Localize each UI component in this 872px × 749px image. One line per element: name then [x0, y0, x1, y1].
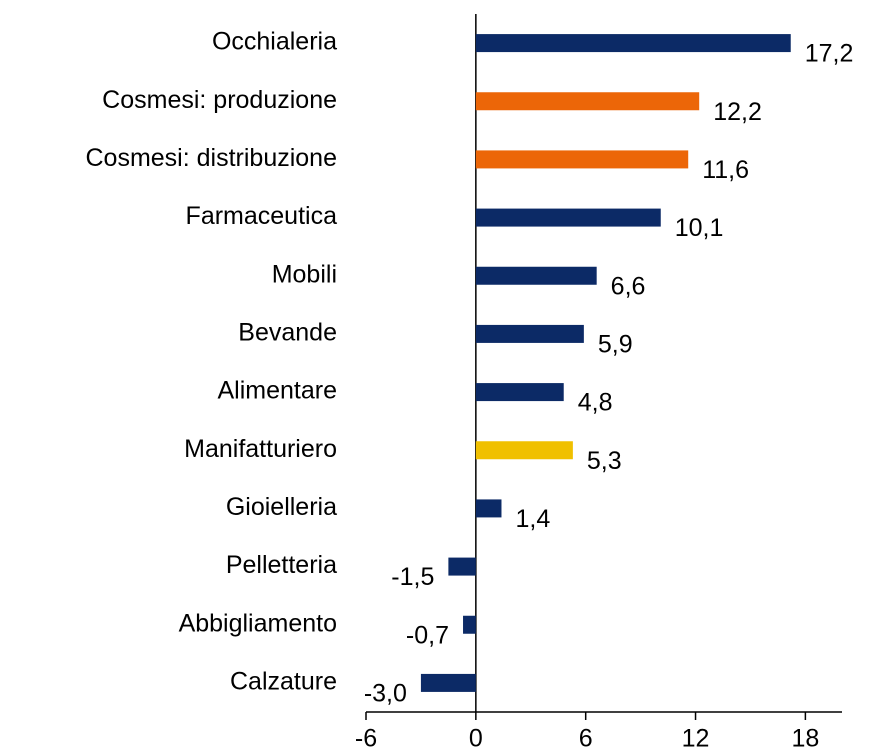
- value-label: 4,8: [578, 389, 613, 417]
- bar: [475, 499, 502, 518]
- bar: [475, 92, 700, 111]
- value-label: -1,5: [391, 563, 434, 591]
- bar: [475, 150, 689, 169]
- x-tick-label: 12: [682, 725, 710, 749]
- x-tick-label: 0: [469, 725, 483, 749]
- value-label: 17,2: [805, 40, 854, 68]
- category-label: Cosmesi: distribuzione: [86, 144, 338, 172]
- x-tick-label: -6: [355, 725, 377, 749]
- bar: [475, 383, 564, 402]
- value-label: 1,4: [515, 505, 550, 533]
- value-label: -0,7: [406, 621, 449, 649]
- bar: [463, 615, 476, 634]
- category-label: Mobili: [272, 260, 337, 288]
- category-label: Abbigliamento: [179, 609, 337, 637]
- value-label: 5,9: [598, 331, 633, 359]
- bar: [475, 266, 597, 285]
- bar: [420, 673, 476, 692]
- category-label: Bevande: [238, 319, 337, 347]
- value-label: 11,6: [702, 156, 749, 184]
- category-label: Pelletteria: [226, 551, 337, 579]
- category-label: Alimentare: [218, 377, 338, 405]
- x-tick-label: 6: [579, 725, 593, 749]
- bar: [475, 34, 791, 53]
- bar: [448, 557, 476, 576]
- value-label: 10,1: [675, 214, 724, 242]
- value-label: 6,6: [611, 272, 646, 300]
- category-label: Gioielleria: [226, 493, 337, 521]
- bar: [475, 441, 573, 460]
- x-tick-label: 18: [791, 725, 819, 749]
- category-label: Manifatturiero: [184, 435, 337, 463]
- category-label: Farmaceutica: [186, 202, 338, 230]
- category-label: Calzature: [230, 668, 337, 696]
- value-label: -3,0: [364, 680, 407, 708]
- category-label: Occhialeria: [212, 28, 337, 56]
- category-label: Cosmesi: produzione: [102, 86, 337, 114]
- value-label: 12,2: [713, 98, 762, 126]
- bar: [475, 208, 661, 227]
- value-label: 5,3: [587, 447, 622, 475]
- bar: [475, 324, 584, 343]
